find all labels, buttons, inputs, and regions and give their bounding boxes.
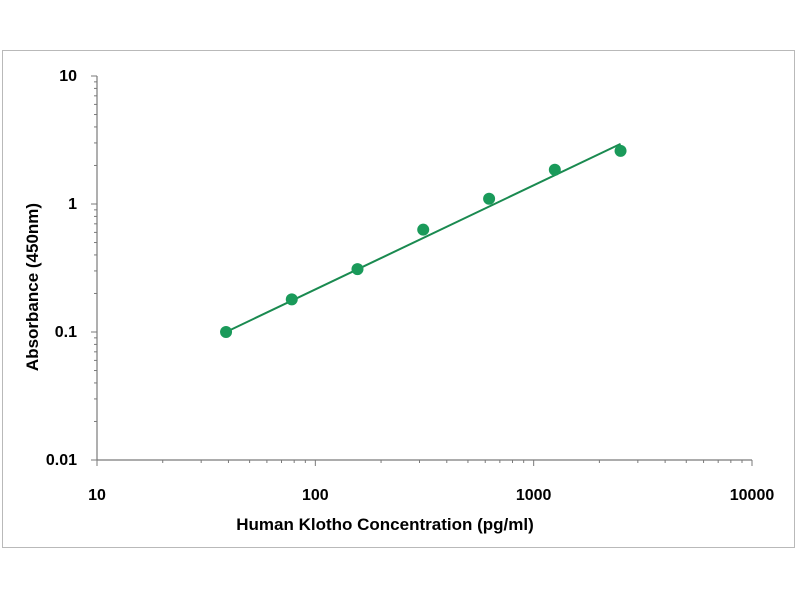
data-point xyxy=(548,163,561,176)
x-axis-title: Human Klotho Concentration (pg/ml) xyxy=(236,515,533,534)
plot-area xyxy=(220,142,627,338)
fit-line xyxy=(225,142,621,333)
tick-marks xyxy=(91,75,753,466)
axes xyxy=(96,76,752,461)
y-tick-label: 0.01 xyxy=(46,452,77,469)
data-point xyxy=(285,293,298,306)
x-tick-label: 10 xyxy=(88,487,106,504)
y-tick-label: 0.1 xyxy=(55,324,77,341)
x-tick-label: 100 xyxy=(302,487,329,504)
y-tick-label: 10 xyxy=(59,68,77,85)
x-tick-label: 10000 xyxy=(730,487,775,504)
x-tick-label: 1000 xyxy=(516,487,552,504)
data-point xyxy=(483,192,496,205)
chart-frame xyxy=(2,50,795,548)
data-point xyxy=(351,263,364,276)
x-tick-labels: 10 100 1000 10000 xyxy=(88,487,774,504)
y-tick-label: 1 xyxy=(68,196,77,213)
y-axis-title: Absorbance (450nm) xyxy=(23,203,42,371)
y-tick-labels: 0.01 0.1 1 10 xyxy=(46,68,77,469)
data-point xyxy=(417,223,430,236)
data-point xyxy=(614,144,627,157)
data-point xyxy=(220,326,233,338)
